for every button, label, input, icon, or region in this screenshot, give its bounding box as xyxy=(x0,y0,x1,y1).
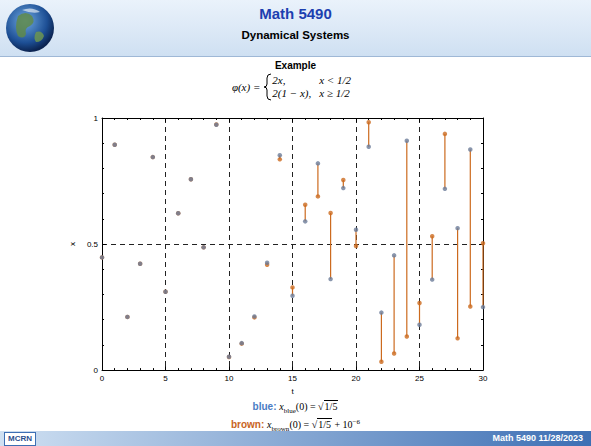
svg-text:1: 1 xyxy=(94,114,99,123)
svg-text:25: 25 xyxy=(415,374,424,383)
html-text:Dynamical Systems: Dynamical Systems xyxy=(241,29,350,41)
svg-text:0: 0 xyxy=(94,366,99,375)
svg-text:0: 0 xyxy=(100,374,105,383)
html-text:brown: xbrown(0) = √ 1/5 + 10−: brown: xbrown(0) = √ 1/5 + 10−6 xyxy=(230,418,361,434)
html-text:2(1 − x),: 2(1 − x), xyxy=(272,87,312,99)
svg-text:15: 15 xyxy=(288,374,297,383)
html-text:Math 5490 11/28/2023: Math 5490 11/28/2023 xyxy=(492,433,583,443)
html-text:blue: xblue(0) = √ 1/5: blue: xblue(0) = √ 1/5 xyxy=(252,401,338,415)
svg-text:10: 10 xyxy=(225,374,234,383)
svg-text:t: t xyxy=(291,387,294,396)
html-text:Example: Example xyxy=(274,60,317,71)
svg-text:0.5: 0.5 xyxy=(87,240,99,249)
html-text:x ≥ 1/2: x ≥ 1/2 xyxy=(319,87,350,99)
svg-text:x: x xyxy=(68,242,77,246)
svg-text:20: 20 xyxy=(352,374,361,383)
html-text:MCRN: MCRN xyxy=(8,434,32,443)
html-text:x < 1/2: x < 1/2 xyxy=(319,74,352,86)
html-text:φ(x) =: φ(x) = xyxy=(231,81,261,93)
html-text:2x,: 2x, xyxy=(272,74,286,86)
svg-text:5: 5 xyxy=(163,374,168,383)
svg-text:30: 30 xyxy=(479,374,488,383)
html-text:Math 5490: Math 5490 xyxy=(259,5,332,22)
